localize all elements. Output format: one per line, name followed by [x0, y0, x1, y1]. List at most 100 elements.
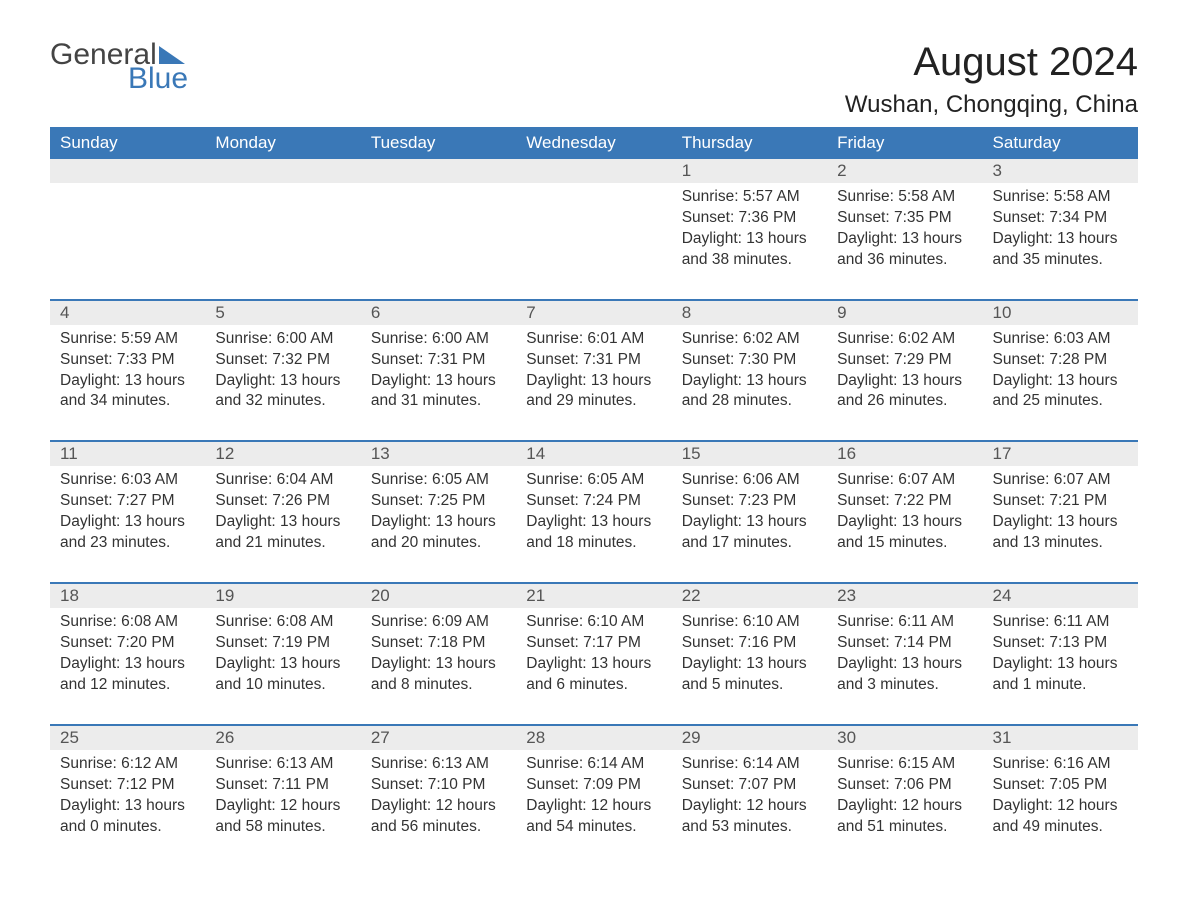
- sunset-text: Sunset: 7:23 PM: [682, 491, 817, 512]
- day-body: Sunrise: 6:08 AMSunset: 7:19 PMDaylight:…: [205, 608, 360, 724]
- day-body: Sunrise: 6:05 AMSunset: 7:25 PMDaylight:…: [361, 466, 516, 582]
- daylight-text: Daylight: 13 hours and 36 minutes.: [837, 229, 972, 271]
- weekday-header-row: Sunday Monday Tuesday Wednesday Thursday…: [50, 127, 1138, 159]
- sunset-text: Sunset: 7:36 PM: [682, 208, 817, 229]
- sunrise-text: Sunrise: 6:06 AM: [682, 470, 817, 491]
- weekday-header: Tuesday: [361, 127, 516, 159]
- day-number: 18: [50, 582, 205, 608]
- day-number: 10: [983, 299, 1138, 325]
- sunset-text: Sunset: 7:14 PM: [837, 633, 972, 654]
- sunrise-text: Sunrise: 5:57 AM: [682, 187, 817, 208]
- daylight-text: Daylight: 13 hours and 1 minute.: [993, 654, 1128, 696]
- sunset-text: Sunset: 7:29 PM: [837, 350, 972, 371]
- sunset-text: Sunset: 7:26 PM: [215, 491, 350, 512]
- sunrise-text: Sunrise: 6:08 AM: [60, 612, 195, 633]
- day-body: Sunrise: 6:10 AMSunset: 7:16 PMDaylight:…: [672, 608, 827, 724]
- calendar-day-cell: 6Sunrise: 6:00 AMSunset: 7:31 PMDaylight…: [361, 299, 516, 441]
- day-body: Sunrise: 6:00 AMSunset: 7:32 PMDaylight:…: [205, 325, 360, 441]
- sunrise-text: Sunrise: 6:11 AM: [837, 612, 972, 633]
- daylight-text: Daylight: 13 hours and 34 minutes.: [60, 371, 195, 413]
- sunrise-text: Sunrise: 6:00 AM: [215, 329, 350, 350]
- day-number: [50, 159, 205, 183]
- day-number: 19: [205, 582, 360, 608]
- sunset-text: Sunset: 7:06 PM: [837, 775, 972, 796]
- sunset-text: Sunset: 7:24 PM: [526, 491, 661, 512]
- calendar-day-cell: 3Sunrise: 5:58 AMSunset: 7:34 PMDaylight…: [983, 159, 1138, 299]
- sunrise-text: Sunrise: 6:02 AM: [837, 329, 972, 350]
- calendar-day-cell: 18Sunrise: 6:08 AMSunset: 7:20 PMDayligh…: [50, 582, 205, 724]
- day-body: Sunrise: 6:16 AMSunset: 7:05 PMDaylight:…: [983, 750, 1138, 866]
- day-body: Sunrise: 6:13 AMSunset: 7:11 PMDaylight:…: [205, 750, 360, 866]
- sunrise-text: Sunrise: 6:05 AM: [371, 470, 506, 491]
- daylight-text: Daylight: 13 hours and 35 minutes.: [993, 229, 1128, 271]
- day-number: 21: [516, 582, 671, 608]
- day-body: Sunrise: 6:07 AMSunset: 7:22 PMDaylight:…: [827, 466, 982, 582]
- sunset-text: Sunset: 7:17 PM: [526, 633, 661, 654]
- day-body: Sunrise: 6:14 AMSunset: 7:07 PMDaylight:…: [672, 750, 827, 866]
- day-number: 9: [827, 299, 982, 325]
- day-number: 4: [50, 299, 205, 325]
- sunrise-text: Sunrise: 6:13 AM: [371, 754, 506, 775]
- sunset-text: Sunset: 7:31 PM: [371, 350, 506, 371]
- sunrise-text: Sunrise: 6:12 AM: [60, 754, 195, 775]
- calendar-day-cell: [50, 159, 205, 299]
- sunset-text: Sunset: 7:05 PM: [993, 775, 1128, 796]
- day-body: Sunrise: 6:11 AMSunset: 7:14 PMDaylight:…: [827, 608, 982, 724]
- weekday-header: Saturday: [983, 127, 1138, 159]
- weekday-header: Wednesday: [516, 127, 671, 159]
- day-number: [361, 159, 516, 183]
- day-number: 3: [983, 159, 1138, 183]
- calendar-day-cell: 29Sunrise: 6:14 AMSunset: 7:07 PMDayligh…: [672, 724, 827, 866]
- sunrise-text: Sunrise: 5:58 AM: [993, 187, 1128, 208]
- day-body: Sunrise: 6:05 AMSunset: 7:24 PMDaylight:…: [516, 466, 671, 582]
- day-number: 29: [672, 724, 827, 750]
- day-body: Sunrise: 5:59 AMSunset: 7:33 PMDaylight:…: [50, 325, 205, 441]
- day-number: 20: [361, 582, 516, 608]
- sunset-text: Sunset: 7:27 PM: [60, 491, 195, 512]
- sunset-text: Sunset: 7:21 PM: [993, 491, 1128, 512]
- daylight-text: Daylight: 13 hours and 38 minutes.: [682, 229, 817, 271]
- calendar-day-cell: 17Sunrise: 6:07 AMSunset: 7:21 PMDayligh…: [983, 440, 1138, 582]
- day-body: Sunrise: 6:03 AMSunset: 7:28 PMDaylight:…: [983, 325, 1138, 441]
- day-number: 26: [205, 724, 360, 750]
- daylight-text: Daylight: 13 hours and 18 minutes.: [526, 512, 661, 554]
- sunset-text: Sunset: 7:13 PM: [993, 633, 1128, 654]
- day-number: 14: [516, 440, 671, 466]
- day-number: 6: [361, 299, 516, 325]
- calendar-day-cell: [516, 159, 671, 299]
- daylight-text: Daylight: 13 hours and 31 minutes.: [371, 371, 506, 413]
- calendar-week-row: 25Sunrise: 6:12 AMSunset: 7:12 PMDayligh…: [50, 724, 1138, 866]
- sunrise-text: Sunrise: 6:07 AM: [837, 470, 972, 491]
- sunrise-text: Sunrise: 6:03 AM: [60, 470, 195, 491]
- daylight-text: Daylight: 13 hours and 10 minutes.: [215, 654, 350, 696]
- calendar-day-cell: 19Sunrise: 6:08 AMSunset: 7:19 PMDayligh…: [205, 582, 360, 724]
- sunrise-text: Sunrise: 6:04 AM: [215, 470, 350, 491]
- calendar-week-row: 4Sunrise: 5:59 AMSunset: 7:33 PMDaylight…: [50, 299, 1138, 441]
- day-body: [361, 183, 516, 273]
- sunset-text: Sunset: 7:07 PM: [682, 775, 817, 796]
- day-number: 7: [516, 299, 671, 325]
- daylight-text: Daylight: 13 hours and 28 minutes.: [682, 371, 817, 413]
- calendar-week-row: 18Sunrise: 6:08 AMSunset: 7:20 PMDayligh…: [50, 582, 1138, 724]
- daylight-text: Daylight: 13 hours and 13 minutes.: [993, 512, 1128, 554]
- day-body: Sunrise: 6:11 AMSunset: 7:13 PMDaylight:…: [983, 608, 1138, 724]
- sunrise-text: Sunrise: 6:14 AM: [526, 754, 661, 775]
- calendar-day-cell: 5Sunrise: 6:00 AMSunset: 7:32 PMDaylight…: [205, 299, 360, 441]
- calendar-week-row: 11Sunrise: 6:03 AMSunset: 7:27 PMDayligh…: [50, 440, 1138, 582]
- day-body: Sunrise: 6:06 AMSunset: 7:23 PMDaylight:…: [672, 466, 827, 582]
- sunset-text: Sunset: 7:10 PM: [371, 775, 506, 796]
- calendar-day-cell: 13Sunrise: 6:05 AMSunset: 7:25 PMDayligh…: [361, 440, 516, 582]
- sunrise-text: Sunrise: 6:09 AM: [371, 612, 506, 633]
- location-subtitle: Wushan, Chongqing, China: [845, 91, 1138, 119]
- day-number: 15: [672, 440, 827, 466]
- calendar-day-cell: 20Sunrise: 6:09 AMSunset: 7:18 PMDayligh…: [361, 582, 516, 724]
- sunset-text: Sunset: 7:25 PM: [371, 491, 506, 512]
- month-title: August 2024: [845, 40, 1138, 85]
- day-number: 2: [827, 159, 982, 183]
- daylight-text: Daylight: 13 hours and 25 minutes.: [993, 371, 1128, 413]
- sunrise-text: Sunrise: 6:14 AM: [682, 754, 817, 775]
- sunrise-text: Sunrise: 6:01 AM: [526, 329, 661, 350]
- daylight-text: Daylight: 13 hours and 6 minutes.: [526, 654, 661, 696]
- daylight-text: Daylight: 13 hours and 17 minutes.: [682, 512, 817, 554]
- header: General Blue August 2024 Wushan, Chongqi…: [50, 40, 1138, 119]
